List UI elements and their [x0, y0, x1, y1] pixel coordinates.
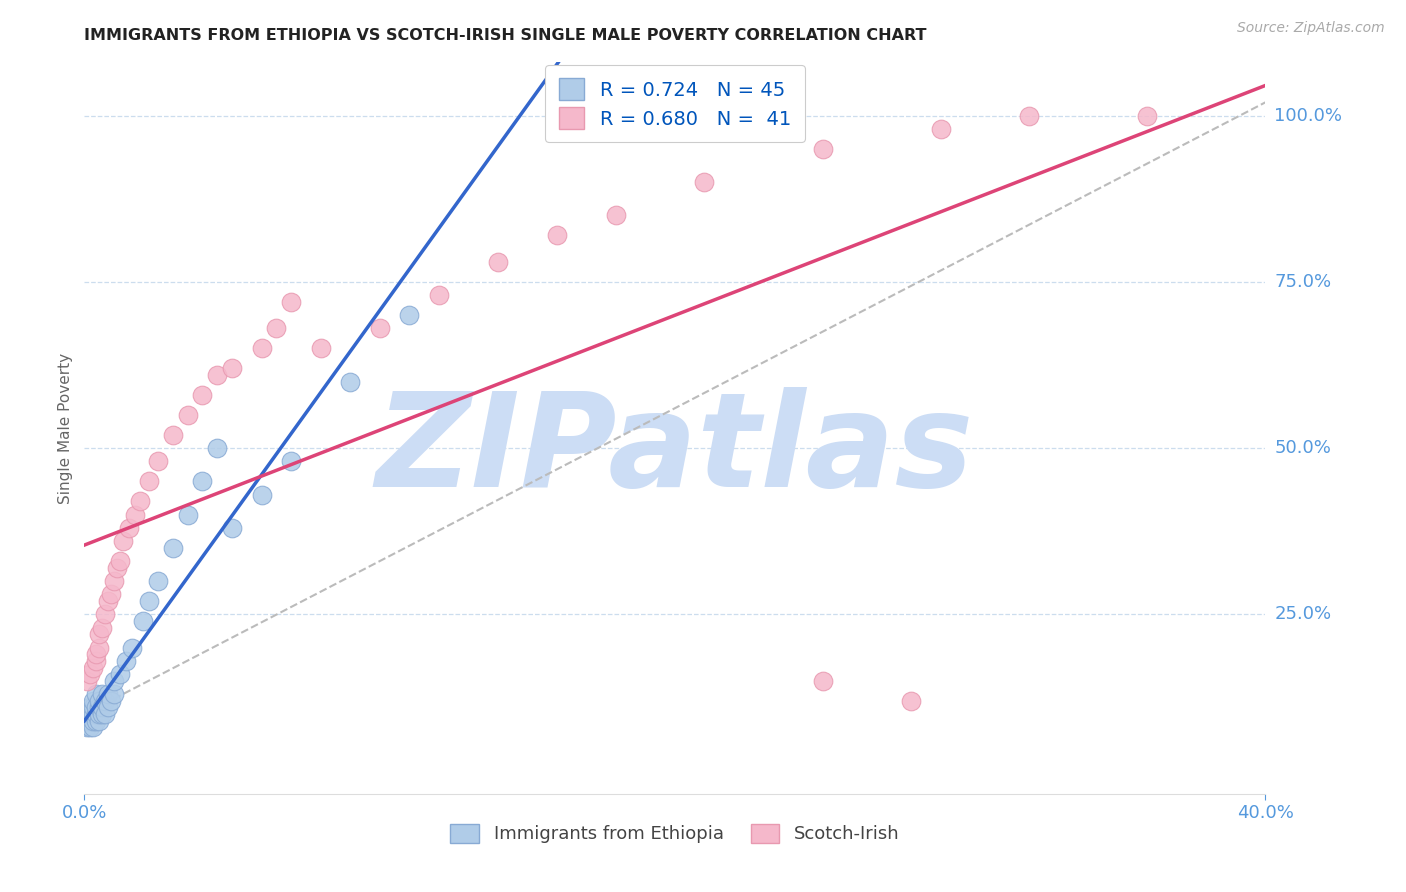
- Point: [111, 534, 134, 549]
- Point: [94, 707, 117, 722]
- Point: [605, 208, 627, 222]
- Point: [138, 594, 160, 608]
- Text: Source: ZipAtlas.com: Source: ZipAtlas.com: [1237, 21, 1385, 35]
- Point: [177, 408, 200, 422]
- Text: IMMIGRANTS FROM ETHIOPIA VS SCOTCH-IRISH SINGLE MALE POVERTY CORRELATION CHART: IMMIGRANTS FROM ETHIOPIA VS SCOTCH-IRISH…: [84, 29, 927, 43]
- Point: [82, 660, 104, 674]
- Point: [132, 614, 155, 628]
- Point: [280, 294, 302, 309]
- Point: [79, 700, 101, 714]
- Point: [148, 574, 170, 588]
- Point: [162, 427, 184, 442]
- Point: [427, 288, 450, 302]
- Point: [82, 694, 104, 708]
- Y-axis label: Single Male Poverty: Single Male Poverty: [58, 352, 73, 504]
- Point: [124, 508, 146, 522]
- Point: [811, 673, 834, 688]
- Point: [91, 687, 114, 701]
- Point: [129, 494, 152, 508]
- Point: [121, 640, 143, 655]
- Point: [108, 554, 131, 568]
- Point: [97, 687, 120, 701]
- Point: [811, 142, 834, 156]
- Point: [97, 594, 120, 608]
- Point: [91, 621, 114, 635]
- Point: [84, 707, 107, 722]
- Point: [82, 707, 104, 722]
- Point: [191, 388, 214, 402]
- Point: [87, 694, 111, 708]
- Point: [100, 694, 122, 708]
- Point: [76, 720, 98, 734]
- Point: [82, 700, 104, 714]
- Point: [76, 673, 98, 688]
- Point: [339, 375, 361, 389]
- Point: [250, 342, 273, 356]
- Point: [82, 714, 104, 728]
- Point: [114, 654, 136, 668]
- Point: [138, 475, 160, 489]
- Point: [368, 321, 391, 335]
- Point: [87, 640, 111, 655]
- Point: [177, 508, 200, 522]
- Point: [266, 321, 288, 335]
- Point: [118, 521, 141, 535]
- Point: [103, 687, 125, 701]
- Point: [87, 627, 111, 641]
- Legend: Immigrants from Ethiopia, Scotch-Irish: Immigrants from Ethiopia, Scotch-Irish: [443, 816, 907, 851]
- Point: [103, 574, 125, 588]
- Point: [398, 308, 420, 322]
- Text: ZIPatlas: ZIPatlas: [375, 386, 974, 514]
- Point: [103, 673, 125, 688]
- Point: [84, 654, 107, 668]
- Point: [309, 342, 332, 356]
- Point: [76, 707, 98, 722]
- Point: [84, 700, 107, 714]
- Point: [250, 488, 273, 502]
- Point: [79, 667, 101, 681]
- Point: [79, 720, 101, 734]
- Point: [87, 700, 111, 714]
- Point: [100, 587, 122, 601]
- Point: [76, 714, 98, 728]
- Text: 100.0%: 100.0%: [1274, 107, 1343, 125]
- Text: 75.0%: 75.0%: [1274, 273, 1331, 291]
- Point: [280, 454, 302, 468]
- Text: 25.0%: 25.0%: [1274, 606, 1331, 624]
- Point: [84, 687, 107, 701]
- Point: [929, 122, 952, 136]
- Point: [97, 700, 120, 714]
- Point: [87, 707, 111, 722]
- Point: [87, 714, 111, 728]
- Point: [91, 707, 114, 722]
- Point: [94, 694, 117, 708]
- Point: [191, 475, 214, 489]
- Point: [207, 441, 229, 455]
- Point: [79, 707, 101, 722]
- Point: [105, 561, 128, 575]
- Point: [108, 667, 131, 681]
- Point: [91, 700, 114, 714]
- Point: [162, 541, 184, 555]
- Point: [221, 361, 243, 376]
- Point: [221, 521, 243, 535]
- Point: [900, 694, 922, 708]
- Point: [84, 647, 107, 661]
- Point: [1018, 109, 1040, 123]
- Point: [148, 454, 170, 468]
- Point: [82, 720, 104, 734]
- Point: [207, 368, 229, 382]
- Point: [693, 175, 716, 189]
- Point: [79, 714, 101, 728]
- Point: [94, 607, 117, 622]
- Point: [84, 714, 107, 728]
- Point: [486, 255, 509, 269]
- Point: [1136, 109, 1159, 123]
- Text: 50.0%: 50.0%: [1274, 439, 1331, 457]
- Point: [546, 228, 568, 243]
